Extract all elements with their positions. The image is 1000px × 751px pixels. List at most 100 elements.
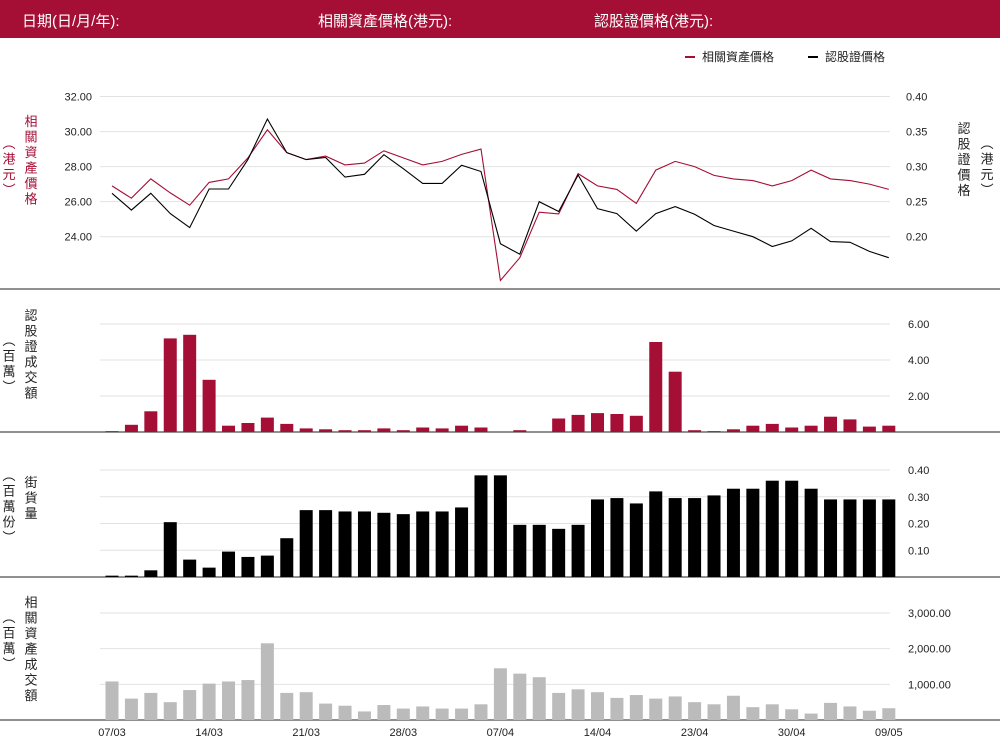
y-tick-left: 24.00 bbox=[64, 232, 92, 244]
asset-turnover-bar bbox=[591, 692, 604, 720]
asset-turnover-bar bbox=[357, 711, 371, 720]
asset-turnover-bar bbox=[649, 698, 663, 720]
warrant-turnover-bar bbox=[726, 429, 740, 432]
asset-price-label: 相關資產價格(港元): bbox=[318, 13, 453, 30]
warrant-turnover-bar bbox=[183, 334, 197, 432]
warrant-turnover-bar bbox=[804, 425, 818, 432]
street-volume-bar bbox=[610, 498, 624, 577]
asset-turnover-bar bbox=[571, 689, 585, 720]
x-tick-label: 23/04 bbox=[681, 727, 709, 739]
asset-turnover-bar bbox=[552, 692, 566, 720]
street-volume-bar bbox=[455, 507, 469, 577]
warrant-turnover-bar bbox=[241, 423, 255, 432]
y-tick-right: 3,000.00 bbox=[908, 608, 951, 620]
asset-turnover-bar bbox=[299, 692, 313, 720]
warrant-turnover-bar bbox=[280, 423, 294, 432]
asset-turnover-bar bbox=[765, 704, 779, 720]
street-volume-bar bbox=[338, 511, 352, 577]
x-tick-label: 28/03 bbox=[390, 727, 418, 739]
asset-turnover-bar bbox=[824, 702, 838, 720]
warrant-turnover-bar bbox=[455, 425, 469, 432]
y-axis-unit-warrant-turnover: ︵百萬︶ bbox=[2, 334, 15, 396]
asset-turnover-bar bbox=[804, 713, 818, 720]
street-volume-bar bbox=[183, 559, 197, 577]
asset-turnover-bar bbox=[105, 681, 119, 720]
street-volume-bar bbox=[571, 524, 585, 577]
warrant-turnover-bar bbox=[396, 430, 410, 432]
x-tick-label: 09/05 bbox=[875, 727, 903, 739]
street-volume-bar bbox=[862, 499, 876, 577]
asset-turnover-bar bbox=[532, 677, 546, 720]
asset-turnover-bar bbox=[124, 698, 138, 720]
street-volume-bar bbox=[377, 512, 391, 577]
street-volume-bar bbox=[435, 511, 449, 577]
y-tick-left: 28.00 bbox=[64, 162, 92, 174]
asset-turnover-bar bbox=[144, 692, 158, 720]
asset-turnover-bar bbox=[396, 708, 410, 720]
asset-price-line bbox=[111, 128, 889, 282]
warrant-turnover-bar bbox=[260, 417, 274, 432]
warrant-turnover-bar bbox=[299, 428, 313, 432]
warrant-turnover-bar bbox=[474, 427, 488, 432]
asset-turnover-bar bbox=[474, 704, 488, 720]
warrant-turnover-bar bbox=[144, 411, 158, 432]
warrant-turnover-bar bbox=[513, 430, 527, 432]
y-tick-right: 2,000.00 bbox=[908, 644, 951, 656]
asset-turnover-bar bbox=[455, 708, 469, 720]
asset-turnover-bar bbox=[338, 705, 352, 720]
y-axis-title-warrant-turnover: 認股證成交額 bbox=[24, 308, 37, 402]
street-volume-bar bbox=[843, 499, 857, 577]
y-tick-right: 4.00 bbox=[908, 355, 929, 367]
asset-turnover-bar bbox=[610, 697, 624, 720]
y-axis-unit-asset-turnover: ︵百萬︶ bbox=[2, 611, 15, 673]
street-volume-bar bbox=[396, 514, 410, 577]
warrant-turnover-bar bbox=[765, 423, 779, 432]
street-volume-bar bbox=[241, 556, 255, 577]
y-tick-right: 0.10 bbox=[908, 545, 929, 557]
asset-turnover-bar bbox=[280, 692, 294, 720]
street-volume-bar bbox=[824, 499, 838, 577]
warrant-turnover-bar bbox=[357, 430, 371, 432]
warrant-turnover-bar bbox=[552, 418, 566, 432]
street-volume-bar bbox=[299, 510, 313, 577]
warrant-turnover-bar bbox=[629, 415, 643, 432]
warrant-turnover-bar bbox=[124, 424, 138, 432]
asset-turnover-bar bbox=[202, 683, 216, 720]
y-tick-right: 0.40 bbox=[908, 465, 929, 477]
warrant-turnover-bar bbox=[571, 414, 585, 432]
street-volume-bar bbox=[591, 499, 604, 577]
street-volume-bar bbox=[416, 511, 430, 577]
y-tick-right: 0.35 bbox=[906, 127, 927, 139]
warrant-turnover-bar bbox=[222, 425, 236, 432]
warrant-turnover-bar bbox=[862, 426, 876, 432]
asset-turnover-bar bbox=[668, 696, 682, 720]
warrant-turnover-bar bbox=[610, 414, 624, 432]
warrant-turnover-bar bbox=[882, 425, 896, 432]
warrant-turnover-bar bbox=[688, 430, 702, 432]
warrant-turnover-bar bbox=[649, 342, 663, 432]
legend-label-warrant: 認股證價格 bbox=[825, 49, 885, 64]
legend-label-asset: 相關資產價格 bbox=[702, 49, 774, 64]
warrant-chart: 24.00 26.00 28.00 30.00 32.00 0.20 0.25 0.30 0.3… bbox=[0, 49, 1000, 739]
asset-turnover-bar bbox=[377, 705, 391, 720]
street-volume-bar bbox=[629, 503, 643, 577]
y-tick-right: 2.00 bbox=[908, 391, 929, 403]
street-volume-bar bbox=[532, 524, 546, 577]
warrant-turnover-bar bbox=[435, 428, 449, 432]
x-tick-label: 07/04 bbox=[487, 727, 515, 739]
street-volume-bar bbox=[785, 480, 799, 577]
warrant-price-line bbox=[111, 117, 889, 259]
street-volume-bar bbox=[222, 551, 236, 577]
asset-turnover-bar bbox=[493, 668, 507, 720]
street-volume-bar bbox=[319, 510, 333, 577]
y-tick-right: 0.30 bbox=[906, 162, 927, 174]
y-tick-right: 0.25 bbox=[906, 197, 927, 209]
asset-turnover-bar bbox=[629, 695, 643, 720]
asset-turnover-bar bbox=[222, 681, 236, 720]
warrant-turnover-bar bbox=[338, 430, 352, 432]
y-tick-left: 30.00 bbox=[64, 127, 92, 139]
asset-turnover-bar bbox=[183, 690, 197, 720]
asset-turnover-bar bbox=[862, 710, 876, 720]
y-axis-title-right: 認股證價格 bbox=[957, 121, 970, 199]
street-volume-bar bbox=[260, 555, 274, 577]
